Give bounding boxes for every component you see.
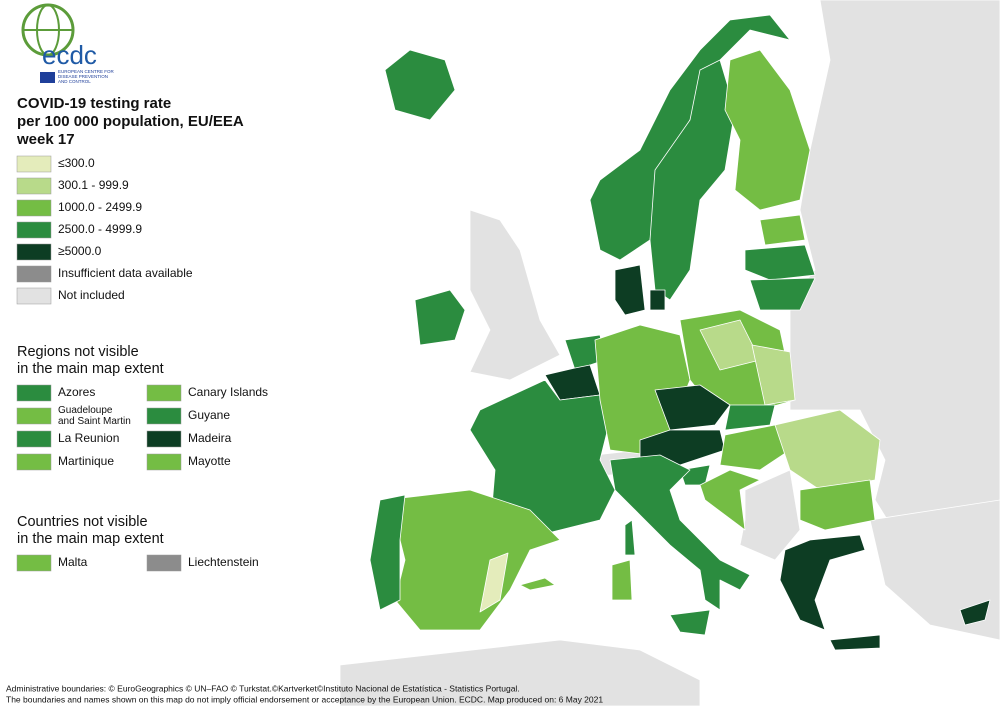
czechia: [654, 384, 731, 431]
region-swatch: [16, 430, 52, 448]
belgium: [544, 364, 601, 401]
region-label: Guadeloupe: [58, 405, 113, 416]
country-swatch: [16, 554, 52, 572]
denmark-islands: [649, 289, 666, 311]
legend-swatch: [16, 199, 52, 217]
legend-label: ≥5000.0: [58, 244, 102, 258]
legend-swatch: [16, 221, 52, 239]
italy: [609, 454, 751, 611]
legend-label: 300.1 - 999.9: [58, 178, 129, 192]
regions-heading: Regions not visible: [17, 344, 139, 360]
legend-label: 1000.0 - 2499.9: [58, 200, 142, 214]
poland-region: [751, 344, 796, 406]
romania: [774, 409, 881, 491]
logo-org: EUROPEAN CENTRE FOR: [58, 69, 115, 74]
corsica: [624, 519, 636, 556]
balearic-islands: [519, 577, 556, 591]
region-label: Canary Islands: [188, 385, 268, 399]
region-swatch: [146, 453, 182, 471]
legend-swatch: [16, 243, 52, 261]
region-label: Madeira: [188, 431, 232, 445]
eu-flag: [40, 72, 55, 83]
logo-name: ecdc: [42, 40, 97, 70]
countries-heading: in the main map extent: [17, 531, 164, 547]
hungary: [719, 424, 791, 471]
finland: [724, 49, 811, 211]
legend-swatch: [16, 177, 52, 195]
croatia: [699, 469, 761, 531]
logo-org: AND CONTROL: [58, 79, 91, 84]
spain: [384, 489, 561, 631]
country-label: Malta: [58, 555, 88, 569]
region-swatch: [146, 384, 182, 402]
bulgaria: [799, 479, 876, 531]
slovakia: [724, 404, 776, 431]
legend-label: 2500.0 - 4999.9: [58, 222, 142, 236]
legend: COVID-19 testing rate per 100 000 popula…: [16, 95, 268, 572]
region-label: Azores: [58, 385, 95, 399]
title: week 17: [16, 131, 75, 148]
footer: The boundaries and names shown on this m…: [6, 694, 603, 704]
logo: ecdc EUROPEAN CENTRE FOR DISEASE PREVENT…: [21, 3, 115, 84]
iceland: [384, 49, 456, 121]
sicily: [669, 609, 711, 636]
region-label: Martinique: [58, 454, 114, 468]
region-swatch: [16, 453, 52, 471]
region-label: and Saint Martin: [58, 416, 131, 427]
cyprus: [959, 599, 991, 626]
countries-heading: Countries not visible: [17, 514, 148, 530]
legend-swatch: [16, 155, 52, 173]
map: [339, 0, 1000, 706]
latvia: [744, 244, 816, 281]
spain-valencia: [479, 552, 509, 613]
title: per 100 000 population, EU/EEA: [17, 113, 244, 130]
region-label: Mayotte: [188, 454, 231, 468]
country-label: Liechtenstein: [188, 555, 259, 569]
logo-org: DISEASE PREVENTION: [58, 74, 108, 79]
region-swatch: [16, 407, 52, 425]
land-not-included: [339, 639, 701, 706]
region-swatch: [146, 407, 182, 425]
legend-label: ≤300.0: [58, 156, 95, 170]
denmark: [614, 264, 646, 316]
region-swatch: [16, 384, 52, 402]
region-label: La Reunion: [58, 431, 119, 445]
ireland: [414, 289, 466, 346]
legend-swatch: [16, 265, 52, 283]
legend-label: Insufficient data available: [58, 266, 193, 280]
lithuania: [749, 277, 816, 311]
france: [469, 379, 616, 541]
crete: [829, 634, 881, 651]
sweden: [649, 59, 736, 301]
land-not-included: [869, 499, 1000, 641]
estonia: [759, 214, 806, 246]
country-swatch: [146, 554, 182, 572]
land-not-included: [469, 209, 561, 381]
region-swatch: [146, 430, 182, 448]
title: COVID-19 testing rate: [17, 95, 171, 112]
region-label: Guyane: [188, 408, 230, 422]
legend-label: Not included: [58, 288, 125, 302]
legend-swatch: [16, 287, 52, 305]
regions-heading: in the main map extent: [17, 361, 164, 377]
greece: [779, 534, 866, 631]
portugal: [369, 494, 406, 611]
norway: [589, 14, 791, 261]
footer: Administrative boundaries: © EuroGeograp…: [6, 683, 520, 693]
sardinia: [611, 559, 633, 601]
